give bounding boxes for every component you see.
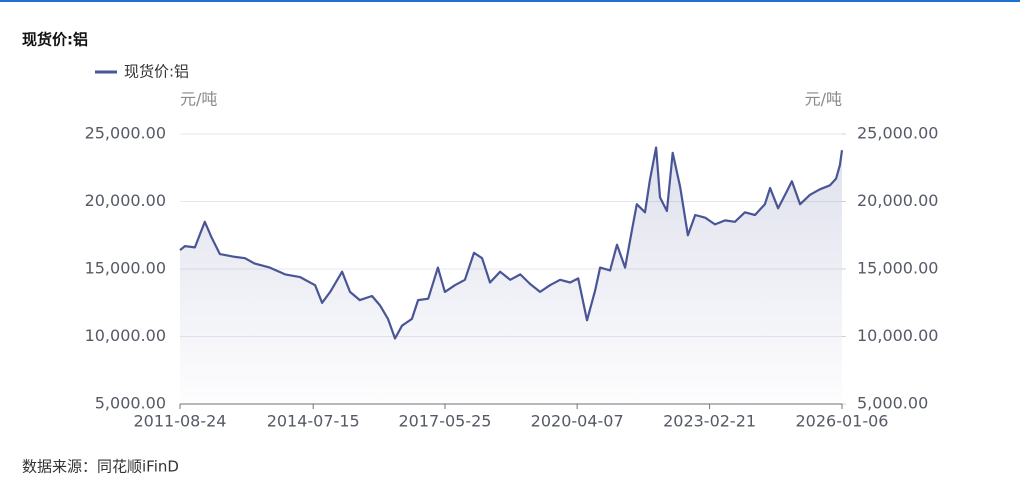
y-tick-label: 5,000.00 <box>95 394 166 413</box>
y-tick-label: 10,000.00 <box>85 326 166 345</box>
x-tick-label: 2017-05-25 <box>398 412 491 431</box>
legend-label: 现货价:铝 <box>124 63 189 81</box>
y2-tick-label: 20,000.00 <box>857 191 938 210</box>
y-axis-unit: 元/吨 <box>180 90 217 109</box>
top-border <box>0 0 1020 2</box>
x-tick-label: 2020-04-07 <box>531 412 624 431</box>
area <box>180 147 842 404</box>
x-tick-label: 2023-02-21 <box>663 412 756 431</box>
x-tick-label: 2014-07-15 <box>267 412 360 431</box>
source-note: 数据来源：同花顺iFinD <box>22 458 179 476</box>
y2-tick-label: 15,000.00 <box>857 259 938 278</box>
y-tick-label: 25,000.00 <box>85 124 166 143</box>
y2-tick-label: 10,000.00 <box>857 326 938 345</box>
y2-axis-unit: 元/吨 <box>805 90 842 109</box>
x-tick-label: 2011-08-24 <box>134 412 227 431</box>
y-tick-label: 20,000.00 <box>85 191 166 210</box>
line <box>179 146 844 340</box>
x-tick-label: 2026-01-06 <box>796 412 889 431</box>
chart-title: 现货价:铝 <box>22 31 88 49</box>
y2-tick-label: 25,000.00 <box>857 124 938 143</box>
y-tick-label: 15,000.00 <box>85 259 166 278</box>
y2-tick-label: 5,000.00 <box>857 394 928 413</box>
